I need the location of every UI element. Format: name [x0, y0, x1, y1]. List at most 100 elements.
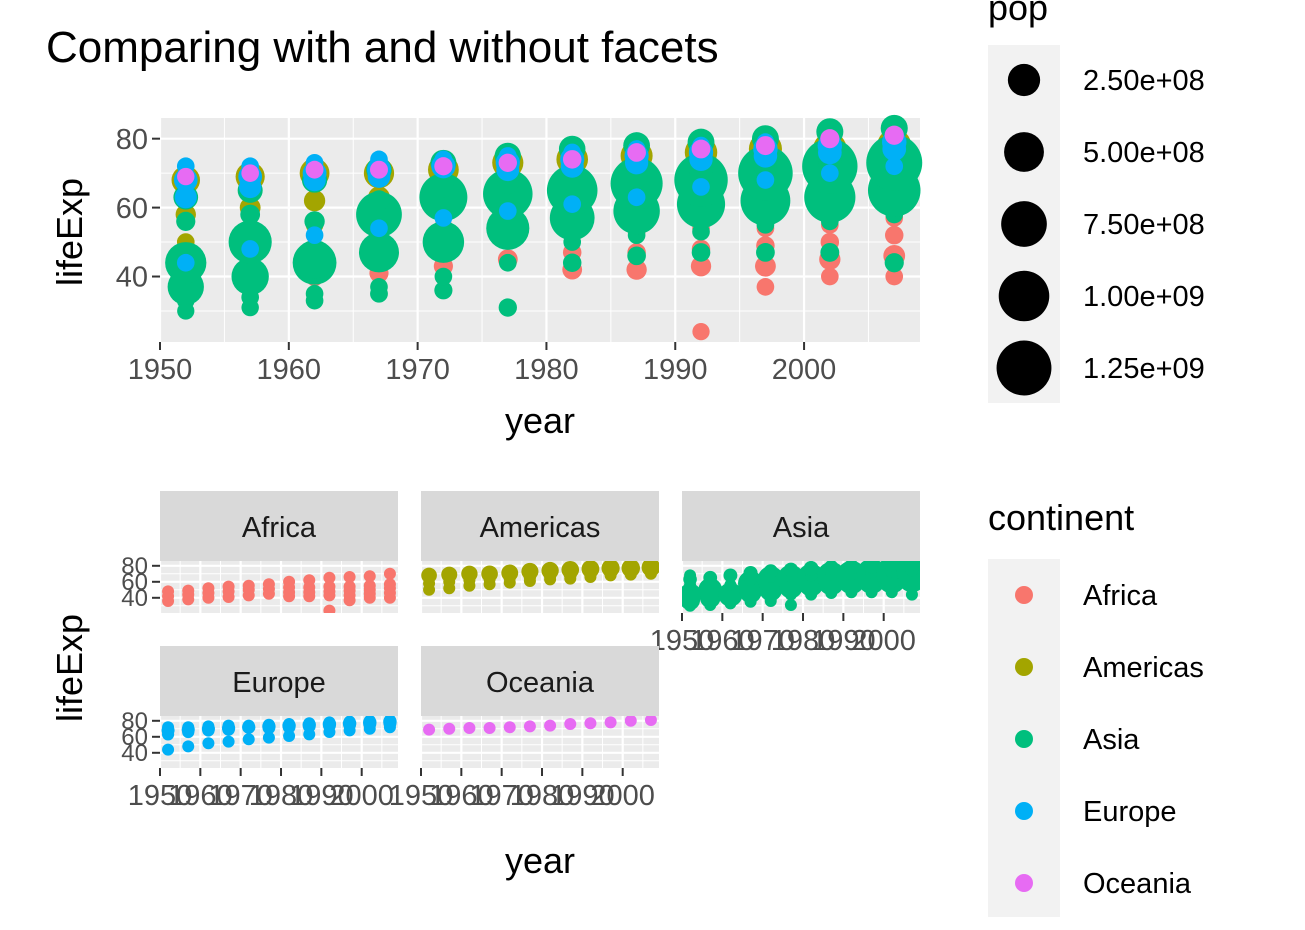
point-africa — [303, 574, 316, 587]
legend-continent-label: Americas — [1083, 652, 1204, 684]
point-oceania — [627, 143, 646, 162]
point-oceania — [884, 125, 904, 145]
point-europe — [370, 219, 388, 238]
point-europe — [182, 721, 195, 734]
point-asia — [723, 568, 738, 583]
point-oceania — [443, 722, 456, 735]
point-asia — [844, 561, 859, 574]
point-americas — [463, 579, 476, 592]
point-americas — [624, 568, 637, 581]
point-europe — [434, 209, 453, 227]
point-americas — [483, 578, 496, 591]
point-africa — [343, 571, 356, 583]
point-europe — [303, 717, 316, 730]
legend-pop-label: 2.50e+08 — [1083, 65, 1205, 97]
main-plot: 40 60 80 1950 1960 1970 1980 1990 2000 — [116, 114, 923, 386]
point-africa — [323, 571, 336, 584]
point-africa — [323, 604, 336, 613]
x-tick-label: 1960 — [168, 780, 233, 812]
legend-pop-label: 1.25e+09 — [1083, 353, 1205, 385]
x-tick-label: 1980 — [249, 780, 314, 812]
point-africa — [755, 255, 776, 277]
point-europe — [363, 716, 376, 727]
point-europe — [283, 718, 296, 730]
point-asia — [432, 176, 455, 198]
legend-size-key — [1007, 63, 1041, 97]
point-asia — [743, 565, 758, 581]
point-africa — [242, 579, 255, 592]
point-asia — [724, 579, 737, 591]
point-asia — [884, 253, 904, 273]
point-asia — [823, 561, 839, 575]
point-europe — [305, 226, 324, 244]
y-tick-label: 80 — [121, 708, 148, 735]
point-asia — [434, 281, 453, 300]
point-europe — [885, 157, 904, 176]
x-tick-label: 1950 — [650, 625, 715, 657]
main-y-axis-title: lifeExp — [49, 178, 90, 286]
x-tick-label: 1970 — [469, 780, 534, 812]
point-africa — [262, 578, 275, 591]
facet-y-axis-title: lifeExp — [49, 614, 90, 722]
point-europe — [756, 171, 775, 189]
point-oceania — [691, 139, 711, 159]
legend-pop: pop 2.50e+08 5.00e+08 7.50e+08 1.00e+09 1.25… — [988, 0, 1205, 403]
point-africa — [383, 578, 396, 591]
point-europe — [162, 721, 175, 734]
main-panel-background — [160, 118, 920, 342]
point-africa — [626, 259, 647, 280]
point-oceania — [755, 136, 775, 156]
point-asia — [434, 267, 453, 286]
x-tick-label: 1950 — [128, 354, 193, 386]
point-europe — [627, 188, 646, 207]
point-asia — [240, 204, 261, 225]
y-tick-label: 40 — [116, 262, 148, 294]
point-oceania — [463, 722, 476, 734]
point-asia — [368, 190, 390, 212]
panel-americas-points — [421, 561, 659, 596]
facet-strip — [160, 491, 398, 561]
point-africa — [884, 225, 904, 245]
facet-strip — [421, 646, 659, 716]
point-europe — [283, 730, 296, 742]
point-oceania — [503, 721, 516, 734]
point-asia — [864, 561, 879, 574]
point-europe — [242, 733, 255, 746]
point-africa — [690, 256, 712, 277]
x-tick-label: 2000 — [851, 625, 916, 657]
legend-color-key — [1015, 730, 1033, 748]
x-tick-label: 1960 — [429, 780, 494, 812]
point-asia — [422, 221, 465, 263]
point-americas — [564, 572, 577, 585]
point-oceania — [523, 720, 536, 733]
legend-continent-label: Europe — [1083, 796, 1177, 828]
y-tick-label: 60 — [116, 193, 148, 225]
point-africa — [363, 579, 376, 592]
point-africa — [343, 580, 356, 593]
point-oceania — [305, 160, 324, 179]
point-oceania — [177, 167, 195, 186]
x-tick-label: 1990 — [643, 354, 708, 386]
point-americas — [423, 583, 436, 596]
point-europe — [323, 716, 336, 729]
point-asia — [691, 243, 711, 262]
facet-x-axis-title: year — [505, 840, 575, 881]
point-asia — [356, 191, 402, 238]
facet-strip-label: Africa — [242, 512, 317, 544]
point-europe — [262, 731, 275, 744]
point-oceania — [584, 717, 597, 730]
x-tick-label: 1980 — [771, 625, 836, 657]
x-tick-label: 2000 — [590, 780, 655, 812]
point-asia — [763, 564, 778, 579]
facet-americas: Americas — [419, 491, 659, 613]
point-asia — [884, 561, 900, 572]
point-asia — [784, 599, 797, 611]
point-europe — [222, 735, 235, 748]
legend-pop-label: 7.50e+08 — [1083, 209, 1205, 241]
facet-strip — [160, 646, 398, 716]
point-americas — [544, 573, 557, 586]
point-americas — [644, 567, 657, 580]
point-oceania — [434, 157, 453, 176]
